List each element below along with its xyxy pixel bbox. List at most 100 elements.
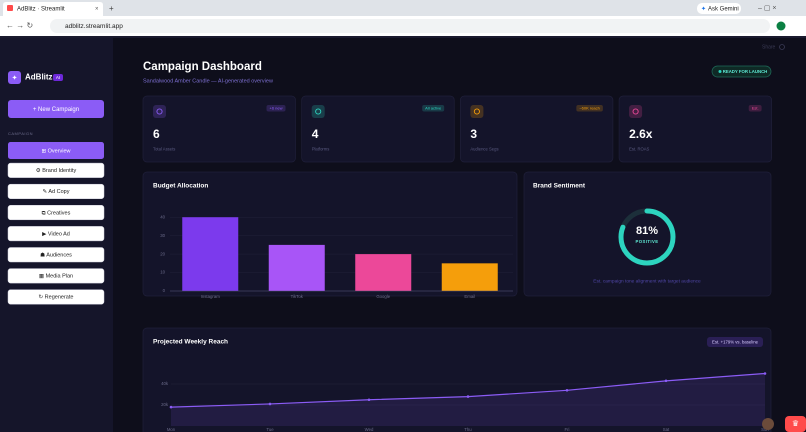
nav: ⊞ Overview ⚙ Brand Identity ✎ Ad Copy ⧉ Cre… — [7, 142, 105, 305]
new-tab[interactable]: + — [109, 4, 114, 13]
point — [763, 372, 767, 375]
nav-button[interactable] — [7, 226, 105, 242]
stat-value: 3 — [470, 127, 477, 141]
bar — [182, 217, 239, 291]
donut-arc — [618, 208, 676, 266]
reach-badge-text: Est. +179% vs. baseline — [712, 339, 759, 344]
stat-value: 2.6x — [629, 127, 653, 141]
nav-label: ▦ Media Plan — [39, 274, 73, 280]
tab-bar — [0, 0, 806, 16]
stat-badge-text: +6 new — [269, 105, 282, 110]
address-bar[interactable] — [50, 19, 770, 33]
stat-icon — [153, 105, 166, 118]
new-campaign-label: + New Campaign — [33, 107, 79, 113]
profile[interactable] — [776, 21, 786, 31]
nav-button[interactable] — [7, 289, 105, 305]
nav-button[interactable] — [7, 268, 105, 284]
nav-label: ↻ Regenerate — [39, 294, 74, 301]
area — [171, 373, 765, 426]
stat-icon — [470, 105, 484, 118]
nav-controls[interactable]: ← → ↻ — [6, 21, 33, 30]
tab-icon — [7, 5, 13, 11]
x-tick-label: Sun — [761, 427, 769, 432]
x-tick-label: Instagram — [201, 294, 221, 299]
stat-badge — [266, 105, 286, 112]
nav-button[interactable] — [8, 142, 104, 159]
section-label: CAMPAIGN — [8, 131, 33, 136]
stat-card — [301, 95, 455, 163]
y-tick-label: 40k — [161, 381, 169, 386]
nav-label: ☗ Audiences — [40, 251, 72, 258]
stat-cards: +6 new 6 Total Assets All active 4 Platforms ~… — [142, 95, 772, 163]
stat-card — [460, 95, 614, 163]
y-tick-label: 10 — [160, 270, 165, 275]
avatar[interactable] — [762, 418, 774, 430]
sentiment-card — [523, 171, 772, 297]
streamlit-button[interactable] — [785, 416, 806, 432]
point — [169, 405, 173, 409]
logo: AdBlitz — [25, 73, 53, 82]
gemini-button[interactable] — [697, 3, 741, 14]
y-tick-label: 0 — [163, 288, 166, 293]
stat-icon-glyph — [632, 108, 639, 115]
nav-button[interactable] — [7, 162, 105, 178]
stat-card — [618, 95, 772, 163]
point — [268, 402, 272, 406]
logo-icon — [8, 71, 21, 84]
sentiment-title: Brand Sentiment — [533, 183, 586, 190]
status-dot — [718, 70, 722, 73]
tab[interactable] — [3, 2, 103, 16]
reach-card — [142, 327, 772, 432]
stat-value: 6 — [153, 127, 160, 141]
nav-button[interactable] — [7, 247, 105, 263]
tab-close[interactable]: × — [95, 7, 99, 13]
reach-title: Projected Weekly Reach — [153, 339, 228, 346]
point — [367, 398, 371, 402]
stat-badge — [576, 105, 603, 112]
nav-label: ▶ Video Ad — [42, 231, 70, 237]
stat-card — [142, 95, 296, 163]
stat-badge — [422, 105, 445, 112]
status-text: READY FOR LAUNCH — [723, 69, 768, 74]
logo-glyph: ✦ — [12, 74, 18, 82]
reach-badge — [707, 337, 763, 347]
nav-label: ✎ Ad Copy — [43, 188, 70, 195]
point — [664, 379, 668, 383]
stat-icon — [311, 105, 325, 118]
x-tick-label: Thu — [464, 427, 472, 432]
gemini-icon: ✦ — [701, 6, 706, 13]
stat-icon-glyph — [156, 108, 163, 115]
subtitle: Sandalwood Amber Candle — AI-generated o… — [143, 78, 273, 84]
tab-title: AdBlitz · Streamlit — [17, 7, 65, 13]
x-tick-label: TikTok — [291, 294, 304, 299]
bar — [441, 263, 498, 291]
window-controls[interactable]: – ▢ × — [758, 5, 776, 12]
stat-icon-glyph — [473, 108, 480, 115]
logo-badge-text: AI — [56, 75, 60, 80]
nav-button[interactable] — [7, 183, 105, 199]
streamlit-icon: ♛ — [792, 419, 799, 428]
menu[interactable] — [779, 44, 785, 50]
point — [565, 389, 569, 392]
new-campaign-button[interactable] — [8, 100, 104, 118]
x-tick-label: Fri — [564, 427, 569, 432]
status-badge — [711, 65, 772, 78]
title: Campaign Dashboard — [143, 61, 262, 73]
stat-icon — [629, 105, 643, 118]
share[interactable]: Share — [762, 44, 776, 50]
stat-label: Audience Segs — [470, 147, 498, 152]
y-tick-label: 20 — [160, 251, 165, 256]
x-tick-label: Google — [376, 294, 390, 299]
budget-title: Budget Allocation — [153, 183, 208, 190]
x-tick-label: Mon — [167, 427, 176, 432]
stat-badge — [748, 105, 762, 112]
bar — [268, 244, 325, 291]
x-tick-label: Email — [464, 294, 475, 299]
nav-label: ⚙ Brand Identity — [36, 167, 77, 174]
bar — [355, 254, 412, 291]
nav-button[interactable] — [7, 205, 105, 221]
stat-badge-text: ~60K reach — [579, 105, 600, 110]
sentiment-label: POSITIVE — [635, 239, 658, 244]
